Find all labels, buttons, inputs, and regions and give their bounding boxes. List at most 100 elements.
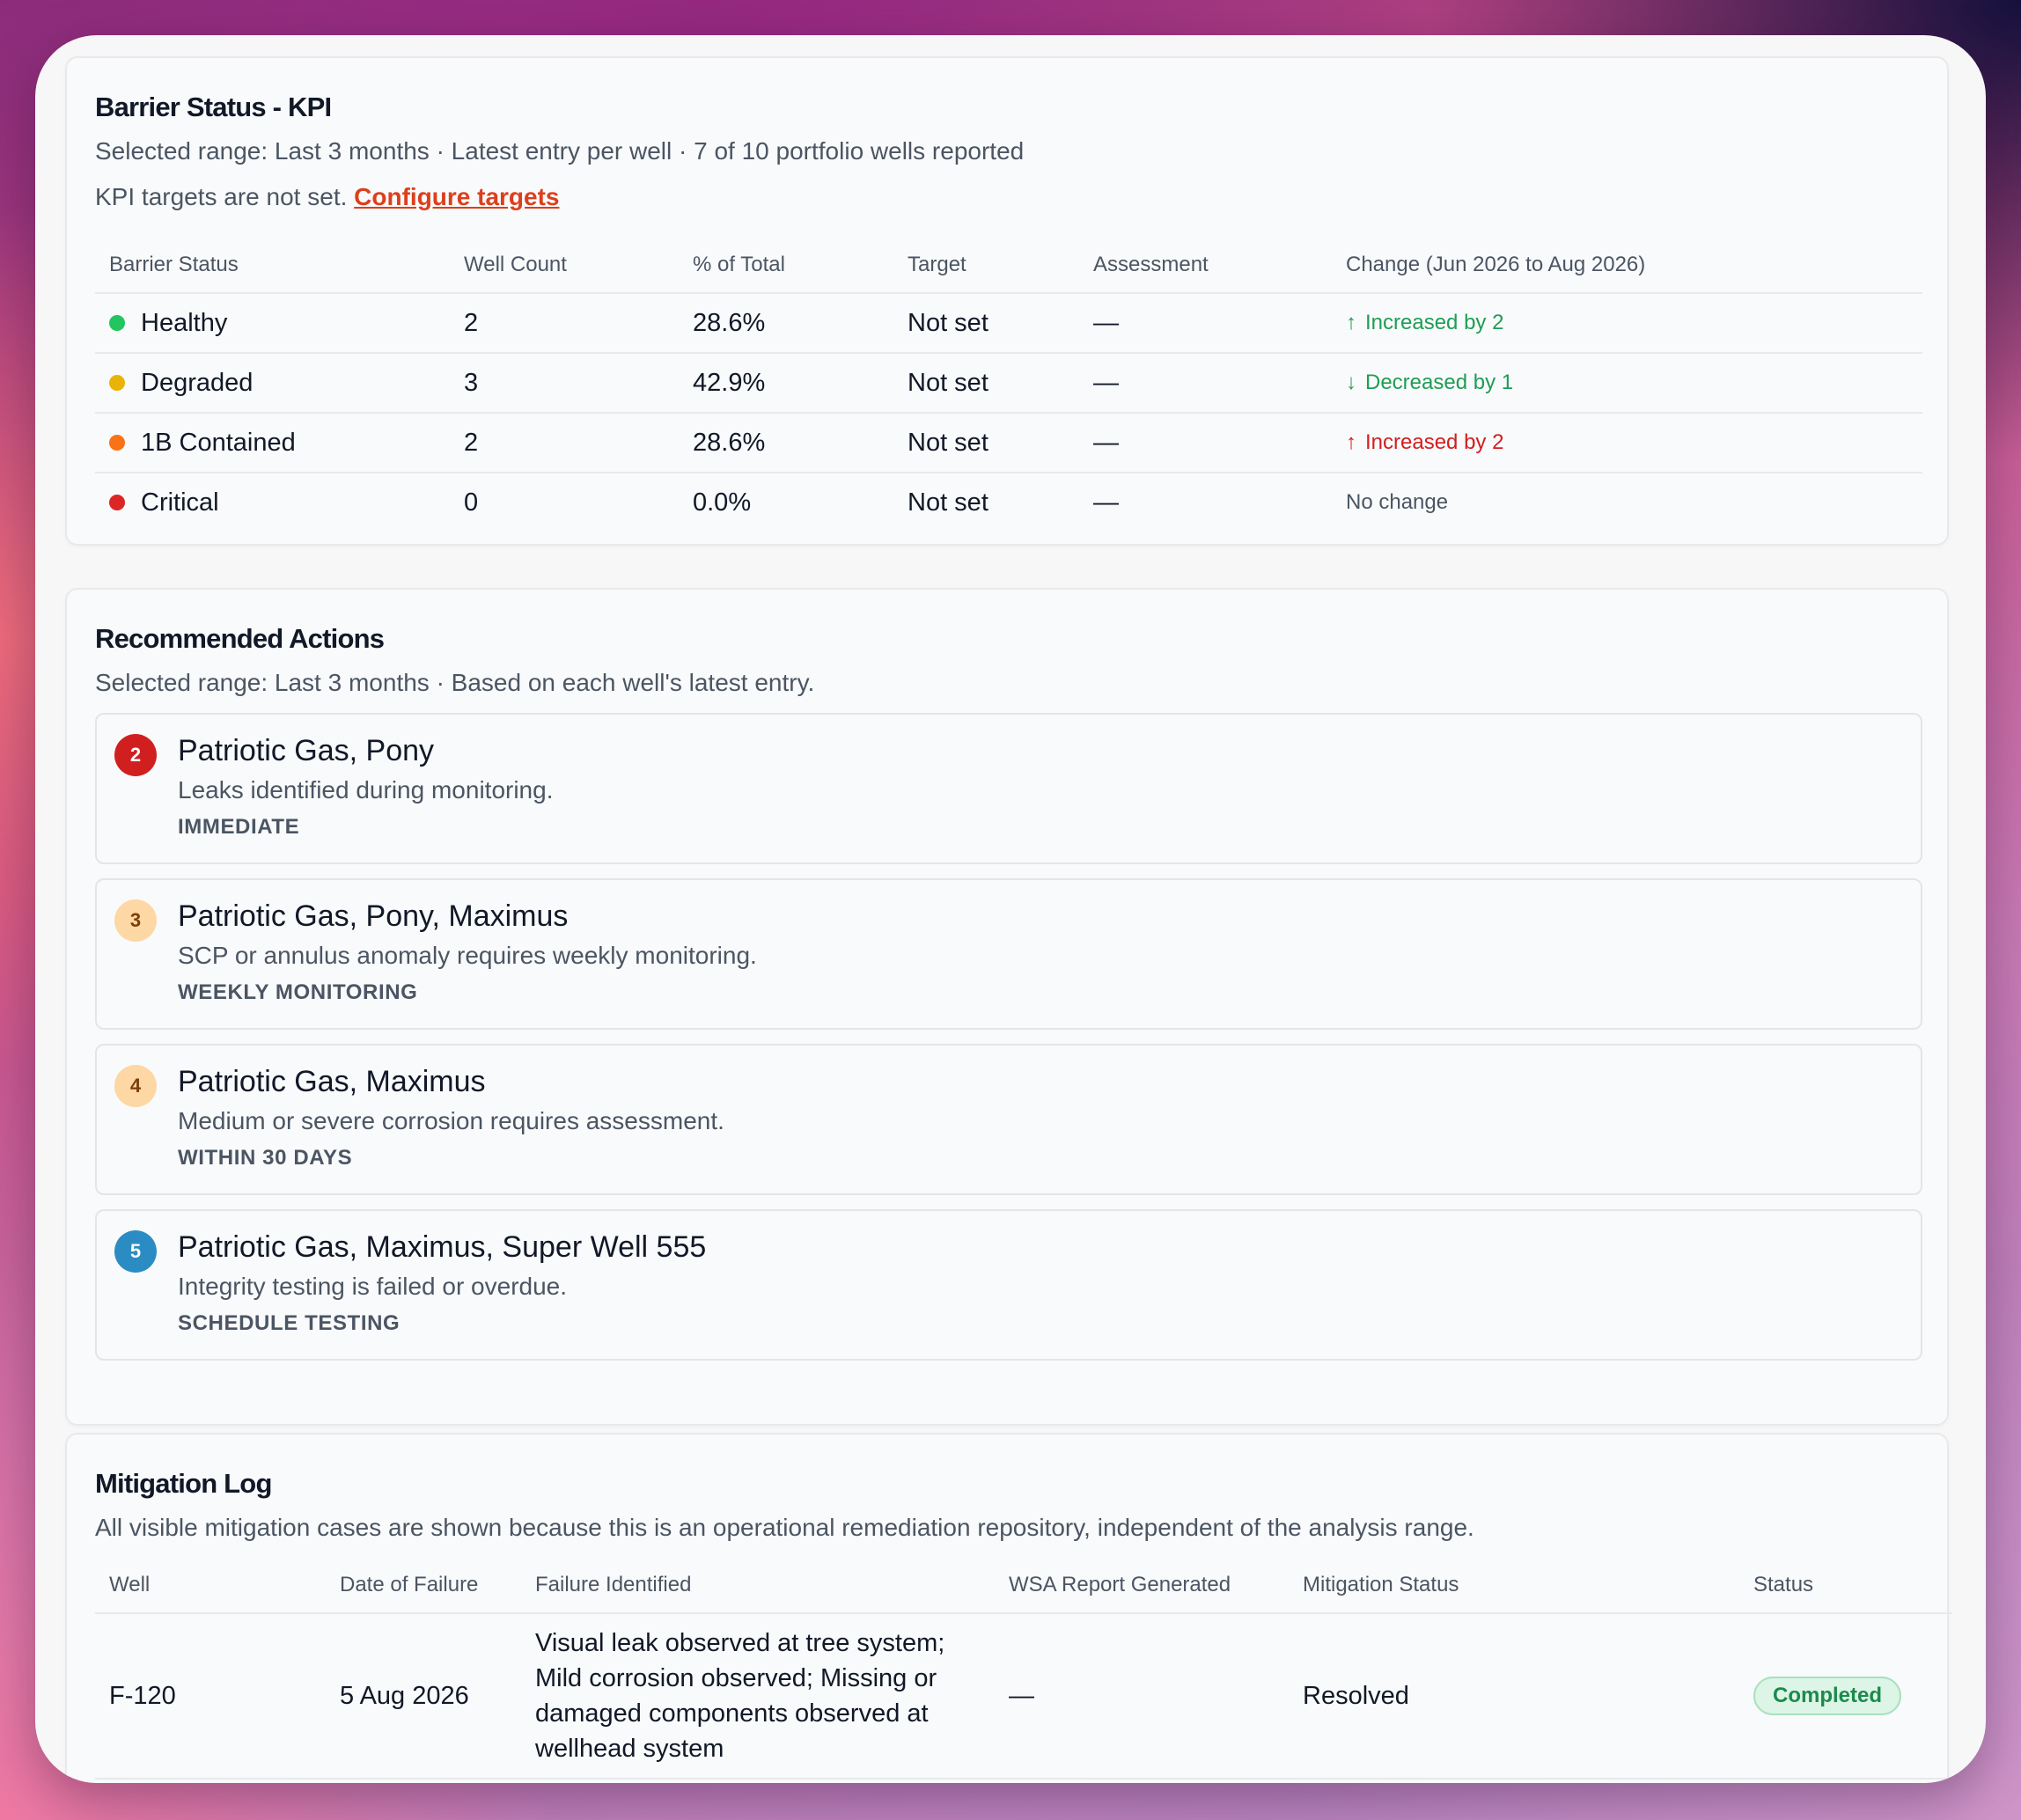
mitigation-log-card: Mitigation Log All visible mitigation ca…	[65, 1433, 1952, 1783]
action-description: Medium or severe corrosion requires asse…	[178, 1107, 724, 1134]
action-wells: Patriotic Gas, Pony	[178, 734, 435, 767]
barrier-status-cell: Healthy	[109, 294, 227, 352]
target-cell: Not set	[908, 368, 988, 397]
priority-badge: 5	[114, 1230, 157, 1273]
well-count-cell: 2	[464, 428, 479, 457]
assessment-cell: —	[1093, 308, 1119, 337]
column-header-assessment[interactable]: Assessment	[1093, 253, 1209, 276]
change-text: Decreased by 1	[1365, 371, 1514, 394]
column-header-barrier-status[interactable]: Barrier Status	[109, 253, 239, 276]
mitigation-subtitle: All visible mitigation cases are shown b…	[95, 1514, 1474, 1541]
action-urgency-tag: WITHIN 30 DAYS	[178, 1146, 353, 1170]
recommended-action-item[interactable]: 4 Patriotic Gas, Maximus Medium or severe …	[95, 1044, 1922, 1195]
priority-badge: 3	[114, 899, 157, 942]
column-header-status[interactable]: Status	[1753, 1573, 1814, 1596]
target-cell: Not set	[908, 308, 988, 337]
change-cell: ↑ Increased by 2	[1346, 414, 1503, 472]
well-count-cell: 0	[464, 488, 479, 517]
kpi-table-header: Barrier Status Well Count % of Total Tar…	[95, 238, 1922, 294]
well-cell: F-120	[109, 1681, 176, 1710]
barrier-status-label: 1B Contained	[141, 428, 296, 457]
action-urgency-tag: WEEKLY MONITORING	[178, 980, 418, 1004]
target-cell: Not set	[908, 488, 988, 517]
change-cell: ↑ Increased by 2	[1346, 294, 1503, 352]
column-header-change[interactable]: Change (Jun 2026 to Aug 2026)	[1346, 253, 1646, 276]
change-cell: ↓ Decreased by 1	[1346, 354, 1513, 412]
barrier-status-label: Degraded	[141, 368, 254, 397]
barrier-status-kpi-card: Barrier Status - KPI Selected range: Las…	[65, 56, 1949, 546]
kpi-table-row[interactable]: 1B Contained 2 28.6% Not set — ↑ Increased by …	[95, 414, 1922, 473]
assessment-cell: —	[1093, 428, 1119, 457]
action-description: SCP or annulus anomaly requires weekly m…	[178, 942, 757, 969]
column-header-date-of-failure[interactable]: Date of Failure	[340, 1573, 479, 1596]
pct-of-total-cell: 28.6%	[693, 428, 766, 457]
status-dot-icon	[109, 435, 125, 451]
barrier-status-label: Critical	[141, 488, 219, 517]
mitigation-table: Well Date of Failure Failure Identified …	[95, 1558, 1952, 1780]
status-dot-icon	[109, 375, 125, 391]
assessment-cell: —	[1093, 368, 1119, 397]
recommended-actions-card: Recommended Actions Selected range: Last…	[65, 588, 1949, 1426]
pct-of-total-cell: 42.9%	[693, 368, 766, 397]
column-header-wsa-report[interactable]: WSA Report Generated	[1009, 1573, 1231, 1596]
column-header-target[interactable]: Target	[908, 253, 966, 276]
mitigation-title: Mitigation Log	[95, 1468, 272, 1499]
actions-title: Recommended Actions	[95, 623, 385, 654]
status-dot-icon	[109, 495, 125, 510]
barrier-status-cell: 1B Contained	[109, 414, 296, 472]
mitigation-table-row[interactable]: F-120 5 Aug 2026 Visual leak observed at t…	[95, 1614, 1952, 1780]
barrier-status-label: Healthy	[141, 308, 228, 337]
kpi-subtitle: Selected range: Last 3 months · Latest e…	[95, 137, 1025, 165]
column-header-failure-identified[interactable]: Failure Identified	[535, 1573, 692, 1596]
pct-of-total-cell: 28.6%	[693, 308, 766, 337]
action-description: Leaks identified during monitoring.	[178, 776, 554, 804]
barrier-status-cell: Critical	[109, 473, 219, 532]
kpi-targets-note-line: KPI targets are not set. Configure targe…	[95, 183, 560, 211]
action-wells: Patriotic Gas, Pony, Maximus	[178, 899, 569, 933]
status-cell: Completed	[1753, 1614, 1902, 1778]
priority-badge: 4	[114, 1065, 157, 1107]
arrow-up-icon: ↑	[1346, 430, 1356, 454]
change-text: No change	[1346, 490, 1449, 514]
kpi-targets-note: KPI targets are not set.	[95, 183, 348, 210]
priority-badge: 2	[114, 734, 157, 776]
change-cell: No change	[1346, 473, 1448, 532]
mitigation-status-cell: Resolved	[1303, 1681, 1409, 1710]
assessment-cell: —	[1093, 488, 1119, 517]
well-count-cell: 2	[464, 308, 479, 337]
well-count-cell: 3	[464, 368, 479, 397]
status-dot-icon	[109, 315, 125, 331]
configure-targets-link[interactable]: Configure targets	[354, 183, 560, 210]
kpi-table: Barrier Status Well Count % of Total Tar…	[95, 238, 1922, 532]
status-badge: Completed	[1753, 1677, 1902, 1715]
actions-subtitle: Selected range: Last 3 months · Based on…	[95, 669, 815, 696]
kpi-title: Barrier Status - KPI	[95, 92, 332, 122]
action-urgency-tag: SCHEDULE TESTING	[178, 1311, 401, 1335]
kpi-table-row[interactable]: Healthy 2 28.6% Not set — ↑ Increased by 2	[95, 294, 1922, 354]
kpi-table-row[interactable]: Degraded 3 42.9% Not set — ↓ Decreased by 1	[95, 354, 1922, 414]
column-header-pct-of-total[interactable]: % of Total	[693, 253, 785, 276]
date-of-failure-cell: 5 Aug 2026	[340, 1681, 469, 1710]
action-wells: Patriotic Gas, Maximus, Super Well 555	[178, 1230, 707, 1264]
app-window: Barrier Status - KPI Selected range: Las…	[35, 35, 1986, 1783]
recommended-action-item[interactable]: 5 Patriotic Gas, Maximus, Super Well 555 I…	[95, 1209, 1922, 1361]
column-header-well[interactable]: Well	[109, 1573, 151, 1596]
kpi-table-row[interactable]: Critical 0 0.0% Not set — No change	[95, 473, 1922, 532]
column-header-mitigation-status[interactable]: Mitigation Status	[1303, 1573, 1459, 1596]
change-text: Increased by 2	[1365, 311, 1504, 334]
action-urgency-tag: IMMEDIATE	[178, 815, 300, 839]
recommended-action-item[interactable]: 2 Patriotic Gas, Pony Leaks identified dur…	[95, 713, 1922, 864]
arrow-down-icon: ↓	[1346, 371, 1356, 394]
failure-identified-cell: Visual leak observed at tree system; Mil…	[535, 1629, 945, 1763]
target-cell: Not set	[908, 428, 988, 457]
recommended-action-item[interactable]: 3 Patriotic Gas, Pony, Maximus SCP or annu…	[95, 878, 1922, 1030]
change-text: Increased by 2	[1365, 430, 1504, 454]
barrier-status-cell: Degraded	[109, 354, 253, 412]
action-description: Integrity testing is failed or overdue.	[178, 1273, 568, 1300]
column-header-well-count[interactable]: Well Count	[464, 253, 567, 276]
action-wells: Patriotic Gas, Maximus	[178, 1065, 486, 1098]
pct-of-total-cell: 0.0%	[693, 488, 752, 517]
mitigation-table-header: Well Date of Failure Failure Identified …	[95, 1558, 1952, 1614]
arrow-up-icon: ↑	[1346, 311, 1356, 334]
wsa-report-cell: —	[1009, 1681, 1034, 1710]
